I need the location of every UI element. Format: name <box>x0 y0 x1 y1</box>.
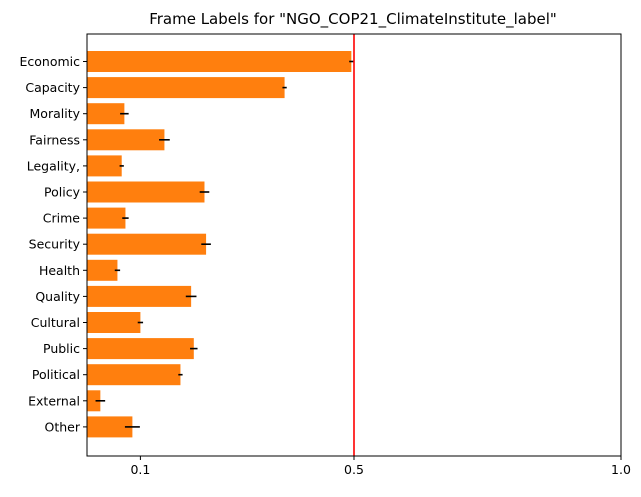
y-tick-label: Capacity <box>25 80 80 95</box>
bar <box>87 259 118 281</box>
bar <box>87 312 141 333</box>
bar <box>87 181 205 203</box>
x-tick-label: 1.0 <box>611 462 631 477</box>
bar <box>87 285 192 307</box>
y-tick-label: Cultural <box>31 315 80 330</box>
bar <box>87 390 101 412</box>
plot-frame <box>86 33 622 457</box>
y-tick-label: External <box>28 393 80 408</box>
y-tick-label: Public <box>43 341 80 356</box>
x-tick-label: 0.1 <box>130 462 150 477</box>
bar <box>87 155 122 177</box>
y-tick-label: Legality, <box>27 158 80 173</box>
x-tick-label: 0.5 <box>344 462 364 477</box>
y-tick-label: Security <box>29 237 81 252</box>
y-tick-label: Policy <box>44 185 81 200</box>
y-tick-label: Crime <box>43 211 81 226</box>
bar <box>87 103 125 125</box>
chart-title: Frame Labels for "NGO_COP21_ClimateInsti… <box>149 10 557 29</box>
y-tick-label: Economic <box>19 54 80 69</box>
bar <box>87 416 133 438</box>
bar <box>87 364 181 386</box>
y-tick-label: Fairness <box>29 132 80 147</box>
bar <box>87 338 194 360</box>
y-tick-label: Political <box>32 367 80 382</box>
bar <box>87 51 352 72</box>
bar <box>87 77 285 99</box>
bar <box>87 129 165 151</box>
y-tick-label: Quality <box>35 289 80 304</box>
chart-marks: Economic Capacity Morality Fairness Legality… <box>19 34 631 477</box>
y-tick-label: Morality <box>30 106 81 121</box>
y-tick-label: Health <box>39 263 80 278</box>
bar <box>87 207 126 229</box>
bar <box>87 233 207 255</box>
y-tick-label: Other <box>45 419 81 434</box>
